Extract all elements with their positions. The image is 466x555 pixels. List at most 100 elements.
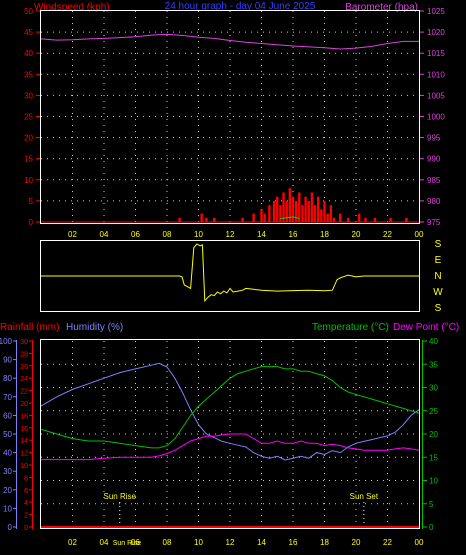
windspeed-tick-label: 15 bbox=[24, 155, 33, 164]
humidity-tick-label: 100 bbox=[0, 337, 13, 346]
wind-direction-line bbox=[41, 243, 419, 303]
x-tick-label: 04 bbox=[100, 538, 109, 547]
rainfall-tick-label: 10 bbox=[20, 463, 28, 470]
x-tick-label: 12 bbox=[226, 230, 235, 239]
barometer-tick-label: 1025 bbox=[427, 7, 445, 16]
barometer-tick-label: 980 bbox=[427, 197, 441, 206]
humidity-tick-label: 0 bbox=[8, 523, 13, 532]
windspeed-tick-label: 30 bbox=[24, 91, 33, 100]
x-tick-label: 04 bbox=[100, 230, 109, 239]
temperature-tick-label: 40 bbox=[429, 337, 438, 346]
humidity-tick-label: 70 bbox=[3, 393, 12, 402]
rainfall-tick-label: 12 bbox=[20, 451, 28, 458]
windspeed-ticks: 0 5 10 15 20 25 30 35 40 45 50 bbox=[24, 7, 40, 227]
barometer-tick-label: 1005 bbox=[427, 91, 445, 100]
rainfall-tick-label: 28 bbox=[20, 351, 28, 358]
rainfall-tick-label: 6 bbox=[24, 488, 28, 495]
rainfall-tick-label: 0 bbox=[24, 525, 28, 532]
x-tick-label: 12 bbox=[226, 538, 235, 547]
wind-direction-panel bbox=[40, 240, 420, 312]
humidity-tick-label: 10 bbox=[3, 504, 12, 513]
barometer-ticks: 975 980 985 990 995 1000 1005 1010 1015 1020 1025 bbox=[420, 7, 445, 227]
wind-barometer-panel bbox=[40, 10, 420, 224]
x-tick-label: 06 bbox=[131, 230, 140, 239]
x-tick-label: 02 bbox=[68, 538, 77, 547]
x-tick-label: 16 bbox=[289, 538, 298, 547]
compass-label: W bbox=[433, 287, 443, 298]
barometer-tick-label: 975 bbox=[427, 218, 441, 227]
x-tick-label: 08 bbox=[163, 230, 172, 239]
rainfall-tick-label: 30 bbox=[20, 339, 28, 346]
windspeed-tick-label: 5 bbox=[29, 197, 34, 206]
compass-label: N bbox=[434, 271, 441, 282]
humidity-tick-label: 40 bbox=[3, 449, 12, 458]
x-tick-label: 16 bbox=[289, 230, 298, 239]
rainfall-tick-label: 26 bbox=[20, 364, 28, 371]
temperature-tick-label: 5 bbox=[429, 500, 434, 509]
humidity-axis-label: Humidity (%) bbox=[66, 322, 123, 333]
x-tick-label: 22 bbox=[383, 538, 392, 547]
x-tick-label: 02 bbox=[68, 230, 77, 239]
temperature-ticks: 0 5 10 15 20 25 30 35 40 bbox=[423, 337, 438, 532]
temperature-tick-label: 25 bbox=[429, 407, 438, 416]
windspeed-tick-label: 45 bbox=[24, 28, 33, 37]
windspeed-tick-label: 0 bbox=[29, 218, 34, 227]
dewpoint-axis-label: Dew Point (°C) bbox=[393, 322, 459, 333]
barometer-axis-label: Barometer (hpa) bbox=[345, 2, 418, 13]
x-tick-label: 06 bbox=[131, 538, 140, 547]
chart-title: 24 hour graph - day 04 June 2025 bbox=[165, 1, 316, 12]
temperature-line bbox=[40, 366, 420, 449]
sun-annotations: Sun Rise Sun Set Sun Rise bbox=[104, 492, 379, 547]
barometer-tick-label: 1000 bbox=[427, 113, 445, 122]
x-tick-label: 14 bbox=[257, 538, 266, 547]
wind-barometer-x-ticks: 02 04 06 08 10 12 14 16 18 20 22 00 bbox=[68, 230, 424, 239]
windspeed-tick-label: 35 bbox=[24, 70, 33, 79]
windspeed-axis-label: Windspeed (kph) bbox=[34, 2, 110, 13]
barometer-tick-label: 995 bbox=[427, 134, 441, 143]
windspeed-tick-label: 20 bbox=[24, 134, 33, 143]
rainfall-tick-label: 22 bbox=[20, 389, 28, 396]
barometer-tick-label: 990 bbox=[427, 155, 441, 164]
humidity-tick-label: 60 bbox=[3, 411, 12, 420]
temperature-tick-label: 20 bbox=[429, 430, 438, 439]
humidity-tick-label: 50 bbox=[3, 430, 12, 439]
compass-label: S bbox=[435, 303, 442, 314]
barometer-tick-label: 1020 bbox=[427, 28, 445, 37]
humidity-tick-label: 30 bbox=[3, 467, 12, 476]
wind-direction-series bbox=[41, 243, 419, 303]
rainfall-tick-label: 20 bbox=[20, 401, 28, 408]
barometer-line bbox=[40, 33, 419, 50]
windspeed-tick-label: 50 bbox=[24, 7, 33, 16]
compass-label: E bbox=[435, 255, 442, 266]
rain-humidity-x-ticks: 02 04 06 08 10 12 14 16 18 20 22 00 bbox=[68, 538, 424, 547]
barometer-tick-label: 985 bbox=[427, 176, 441, 185]
x-tick-label: 00 bbox=[415, 538, 424, 547]
sun-annotation-label: Sun Rise bbox=[113, 540, 142, 547]
temperature-tick-label: 0 bbox=[429, 523, 434, 532]
barometer-tick-label: 1015 bbox=[427, 49, 445, 58]
x-tick-label: 22 bbox=[383, 230, 392, 239]
x-tick-label: 10 bbox=[194, 538, 203, 547]
x-tick-label: 20 bbox=[352, 538, 361, 547]
humidity-tick-label: 80 bbox=[3, 374, 12, 383]
x-tick-label: 18 bbox=[320, 230, 329, 239]
compass-label: S bbox=[435, 239, 442, 250]
humidity-line bbox=[40, 362, 420, 461]
temperature-tick-label: 35 bbox=[429, 360, 438, 369]
rainfall-tick-label: 2 bbox=[24, 513, 28, 520]
humidity-ticks: 0 10 20 30 40 50 60 70 80 90 100 bbox=[0, 337, 16, 532]
x-tick-label: 08 bbox=[163, 538, 172, 547]
rain-humidity-temperature-panel bbox=[40, 339, 420, 529]
rainfall-tick-label: 14 bbox=[20, 438, 28, 445]
wind-barometer-series bbox=[40, 33, 419, 223]
rainfall-tick-label: 24 bbox=[20, 376, 28, 383]
windspeed-tick-label: 10 bbox=[24, 176, 33, 185]
x-tick-label: 20 bbox=[352, 230, 361, 239]
x-tick-label: 10 bbox=[194, 230, 203, 239]
x-tick-label: 18 bbox=[320, 538, 329, 547]
dew-point-line bbox=[41, 433, 420, 461]
